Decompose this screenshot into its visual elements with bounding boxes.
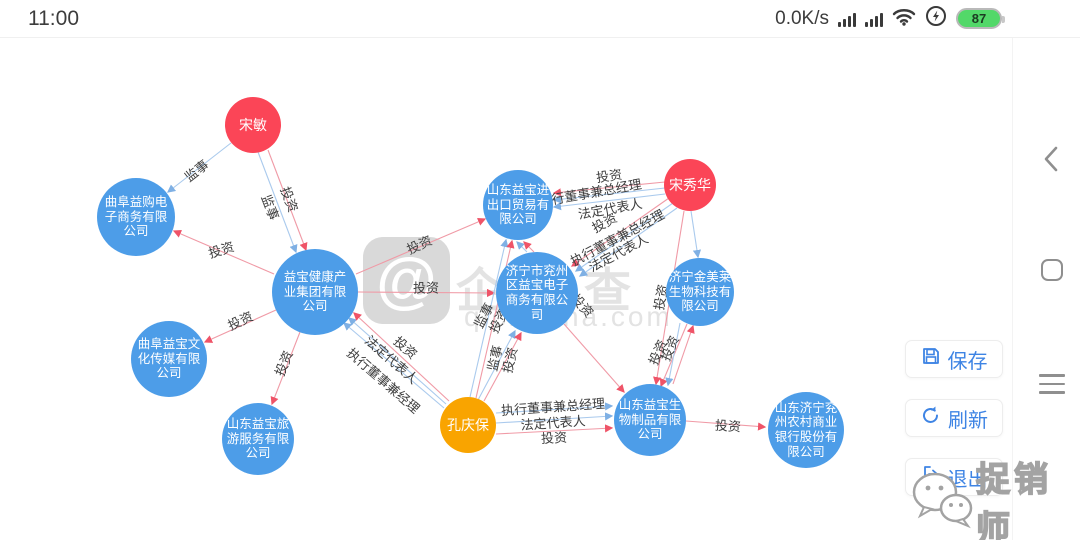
graph-node-yibao-jiankang[interactable]: 益宝健康产 业集团有限 公司 <box>272 249 358 335</box>
graph-edge-invest <box>357 288 496 298</box>
graph-edge-role <box>690 210 702 259</box>
graph-edge-invest <box>483 331 522 402</box>
graph-edge-role <box>516 241 528 253</box>
graph-node-qufu-wenhua[interactable]: 曲阜益宝文 化传媒有限 公司 <box>131 321 207 397</box>
nav-rail <box>1012 38 1080 540</box>
graph-edge-role <box>477 329 516 401</box>
exit-label: 退出 <box>947 468 988 491</box>
graph-edge-role <box>578 207 678 277</box>
graph-node-song-min[interactable]: 宋敏 <box>225 97 281 153</box>
graph-edge-invest <box>570 197 670 267</box>
signal-icon <box>838 11 856 27</box>
refresh-button[interactable]: 刷新 <box>905 399 1003 437</box>
graph-edge-role <box>257 151 298 254</box>
graph-edge-invest <box>172 229 275 275</box>
graph-edge-role <box>552 193 666 211</box>
graph-edge-role <box>552 187 666 204</box>
back-icon[interactable] <box>1043 146 1059 177</box>
graph-node-shengwu-zhipin[interactable]: 山东益宝生 物制品有限 公司 <box>614 384 686 456</box>
watermark-label: 捉销师 <box>975 460 1052 540</box>
charging-icon <box>925 5 947 32</box>
clock: 11:00 <box>28 6 79 30</box>
save-button[interactable]: 保存 <box>905 340 1003 378</box>
graph-node-song-xiuhua[interactable]: 宋秀华 <box>664 159 716 211</box>
graph-node-kong-qingbao[interactable]: 孔庆保 <box>440 397 496 453</box>
edge-label: 投资 <box>714 417 742 435</box>
graph-node-jinmeilai[interactable]: 济宁金美莱 生物科技有 限公司 <box>666 258 734 326</box>
at-glyph-icon: @ <box>376 245 437 315</box>
graph-edge-invest <box>353 312 450 402</box>
graph-edge-invest <box>672 324 695 385</box>
save-icon <box>921 346 941 372</box>
graph-edge-invest <box>270 331 301 406</box>
graph-edge-role <box>574 202 674 272</box>
status-bar: 11:00 0.0K/s <box>0 0 1080 38</box>
home-icon[interactable] <box>1041 259 1063 281</box>
graph-edge-invest <box>495 424 614 435</box>
refresh-label: 刷新 <box>948 409 988 432</box>
network-speed: 0.0K/s <box>775 7 829 29</box>
save-label: 保存 <box>947 350 988 373</box>
action-panel: 保存 刷新 退出 <box>905 340 1003 496</box>
graph-edge-invest <box>267 149 308 252</box>
graph-edge-invest <box>563 323 625 393</box>
graph-edge-role <box>343 322 445 409</box>
graph-edge-invest <box>523 241 535 253</box>
wifi-icon <box>892 7 916 31</box>
edge-label: 投资 <box>540 429 568 447</box>
graph-edge-role <box>348 317 447 405</box>
graph-edge-role <box>495 412 614 424</box>
graph-node-nongcun-yinhang[interactable]: 山东济宁兖 州农村商业 银行股份有 限公司 <box>768 392 844 468</box>
battery-percent: 87 <box>971 11 987 26</box>
wechat-icon <box>908 466 976 537</box>
recents-icon[interactable] <box>1039 374 1065 394</box>
graph-edge-role <box>469 238 509 398</box>
graph-node-yanzhou-dianshang[interactable]: 济宁市兖州 区益宝电子 商务有限公 司 <box>496 252 578 334</box>
graph-edge-invest <box>355 217 487 275</box>
graph-edge-invest <box>203 309 277 343</box>
graph-edge-role <box>495 402 614 414</box>
signal-icon-2 <box>865 11 883 27</box>
graph-node-qufu-yigou[interactable]: 曲阜益购电 子商务有限 公司 <box>97 178 175 256</box>
qichacha-logo-watermark: @ <box>363 237 450 324</box>
edge-label: 投资 <box>412 280 440 296</box>
graph-edge-role <box>665 322 681 387</box>
graph-node-jinchukou[interactable]: 山东益宝进 出口贸易有 限公司 <box>483 170 553 240</box>
battery-icon: 87 <box>956 8 1005 29</box>
zhuoxiaoshi-watermark: 捉销师 <box>908 452 1080 540</box>
graph-edge-invest <box>685 420 767 431</box>
graph-edge-invest <box>552 181 666 197</box>
graph-node-shandong-lvyou[interactable]: 山东益宝旅 游服务有限 公司 <box>222 403 294 475</box>
refresh-icon <box>920 405 941 432</box>
graph-edge-role <box>167 142 232 193</box>
